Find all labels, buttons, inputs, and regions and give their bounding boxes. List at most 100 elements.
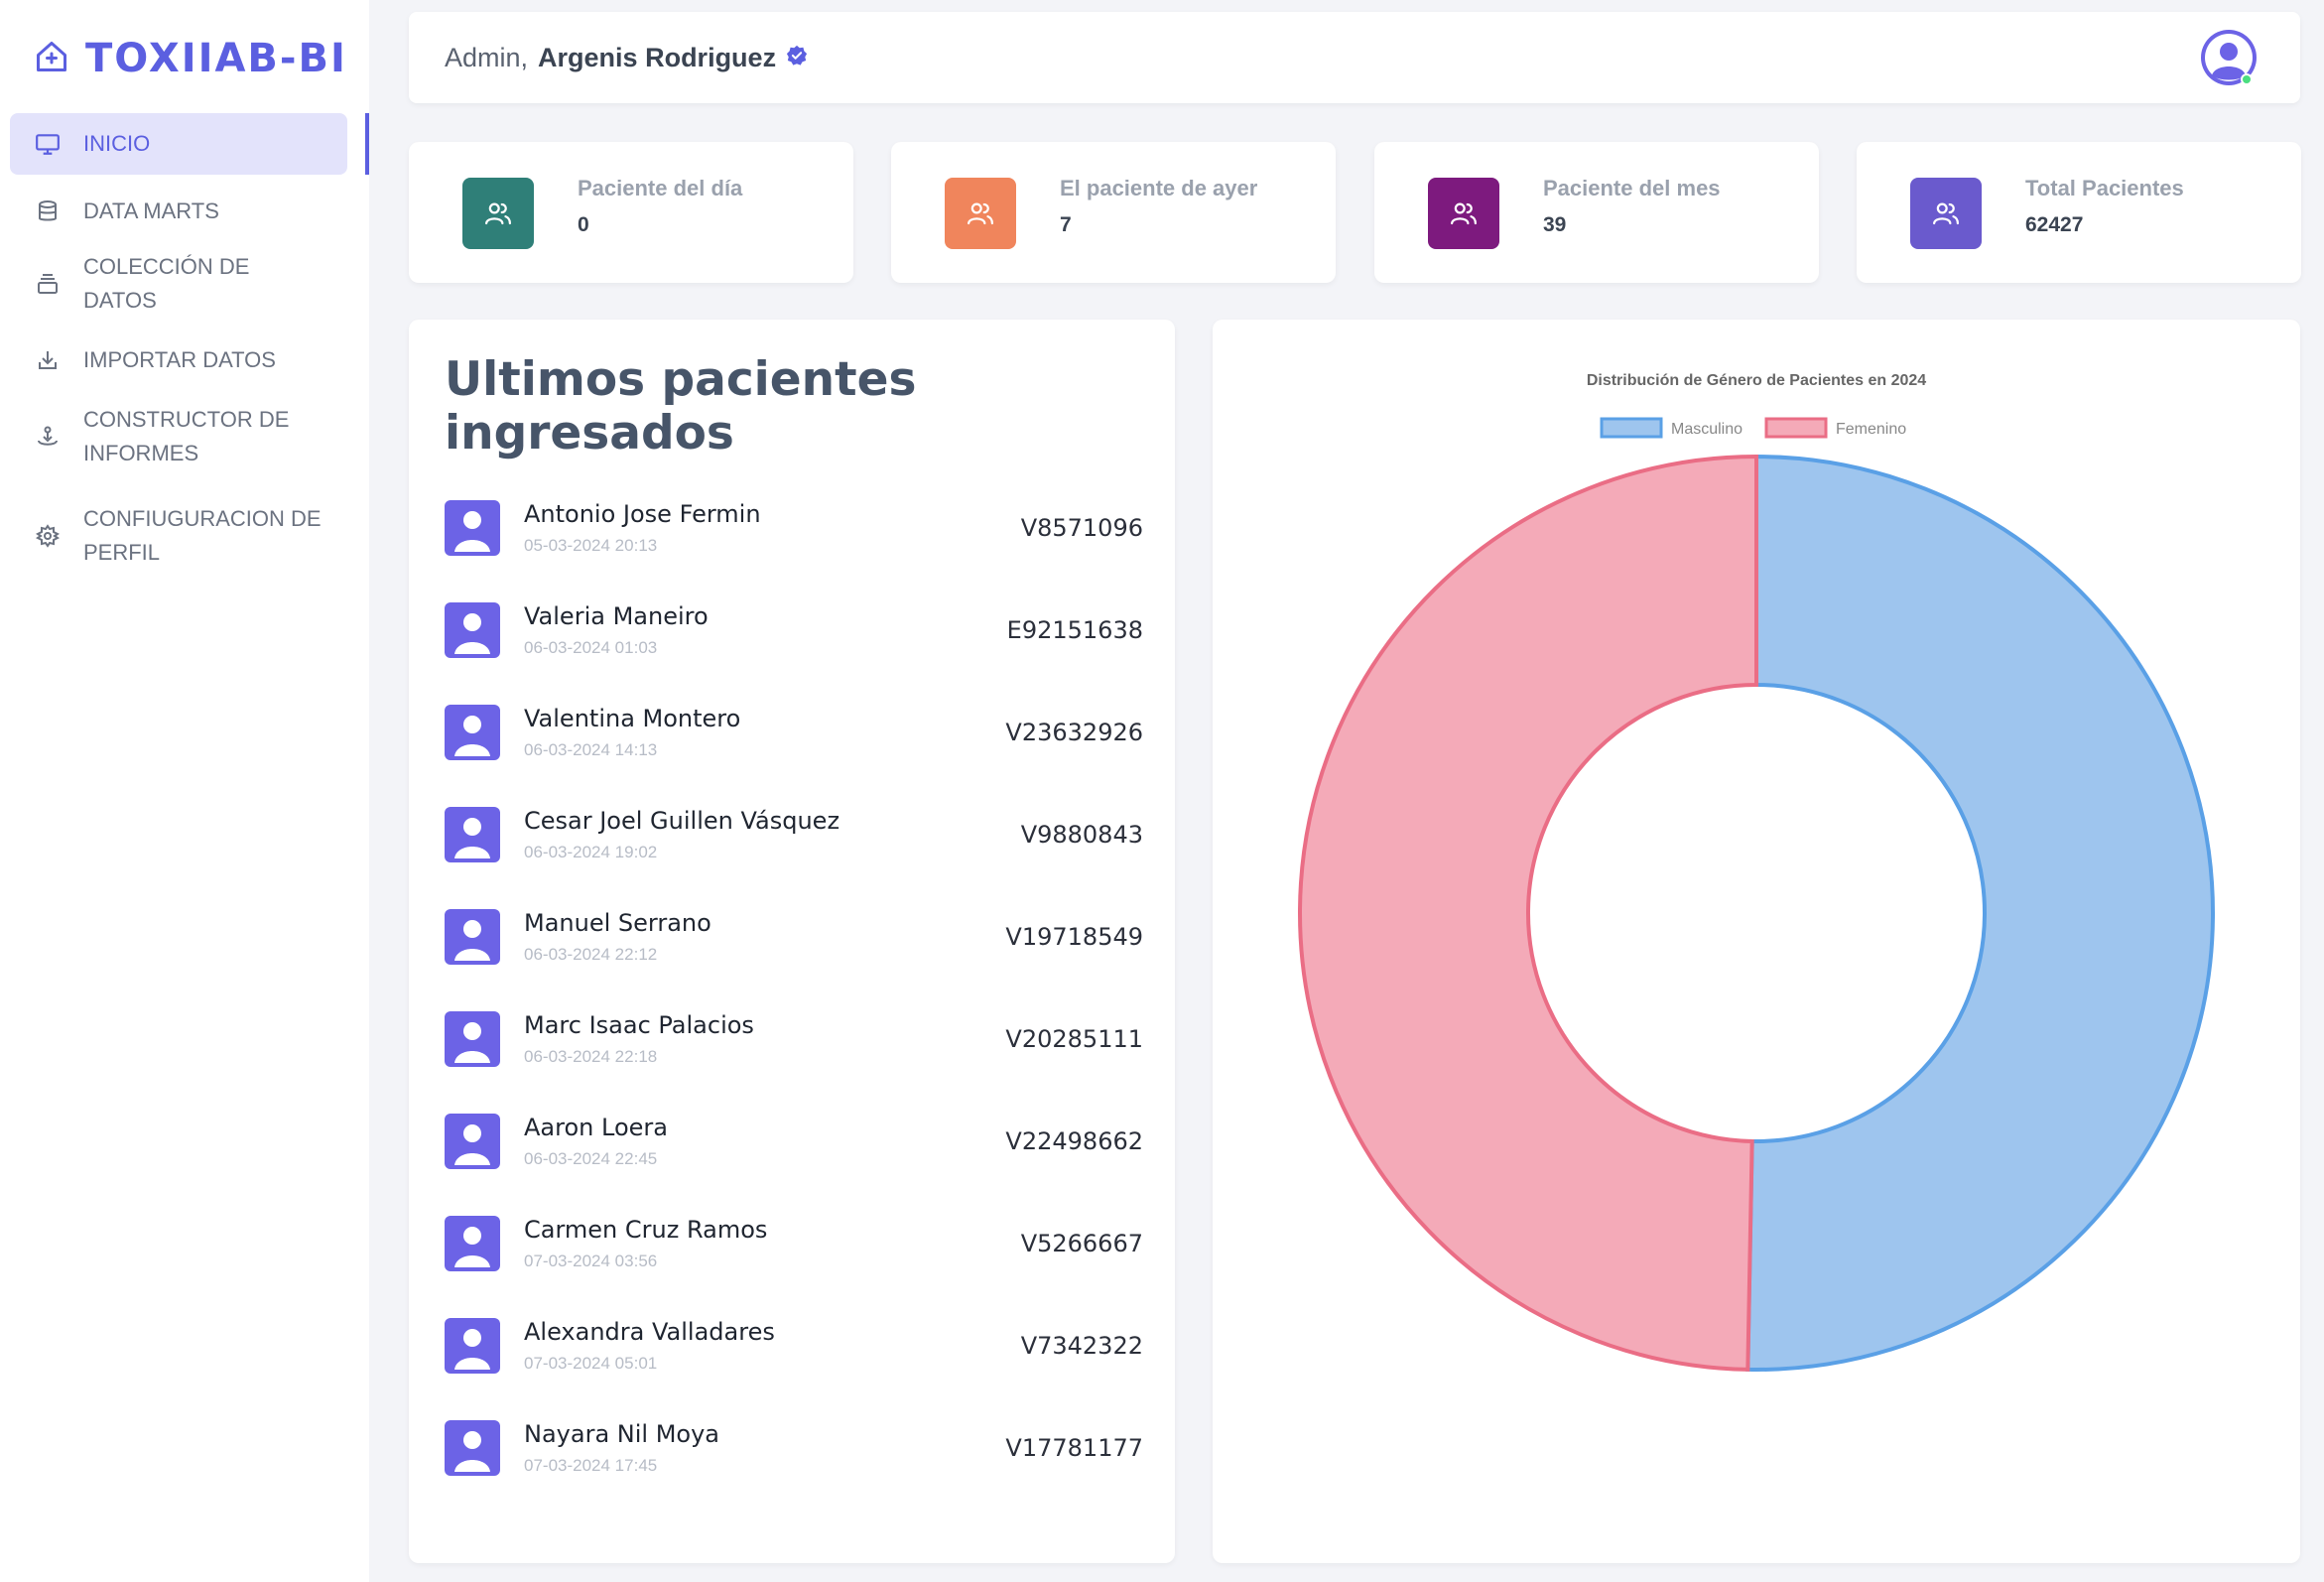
patient-avatar-icon xyxy=(445,909,500,965)
sidebar-item-inicio[interactable]: INICIO xyxy=(10,113,347,175)
sidebar-item-label: IMPORTAR DATOS xyxy=(83,347,276,372)
builder-icon xyxy=(34,423,62,451)
top-header: Admin, Argenis Rodriguez xyxy=(409,12,2300,103)
home-plus-icon xyxy=(34,39,69,79)
legend-label-femenino[interactable]: Femenino xyxy=(1836,421,1906,438)
sidebar-nav: INICIO DATA MARTS COLECCIÓN DE DATOS IMP… xyxy=(10,113,347,576)
stat-value: 0 xyxy=(578,213,589,236)
patient-date: 07-03-2024 05:01 xyxy=(524,1354,658,1373)
import-icon xyxy=(34,346,62,374)
patient-name: Aaron Loera xyxy=(524,1114,668,1141)
patient-name: Valentina Montero xyxy=(524,705,741,732)
patient-name: Valeria Maneiro xyxy=(524,602,709,630)
sidebar-item-label: COLECCIÓN DE DATOS xyxy=(83,254,250,313)
sidebar-item-constructor-informes[interactable]: CONSTRUCTOR DE INFORMES xyxy=(10,397,347,476)
patient-name: Nayara Nil Moya xyxy=(524,1420,719,1448)
stat-card-yesterday: El paciente de ayer 7 xyxy=(891,142,1336,283)
patient-name: Antonio Jose Fermin xyxy=(524,500,761,528)
gender-chart-panel: Distribución de Género de Pacientes en 2… xyxy=(1213,320,2300,1563)
stat-value: 39 xyxy=(1543,213,1567,236)
brand-name: TOXIIAB-BI xyxy=(85,36,347,81)
patient-id: V7342322 xyxy=(1020,1332,1143,1360)
patient-name: Marc Isaac Palacios xyxy=(524,1011,754,1039)
sidebar-item-importar-datos[interactable]: IMPORTAR DATOS xyxy=(10,330,347,391)
sidebar-item-coleccion-datos[interactable]: COLECCIÓN DE DATOS xyxy=(10,244,347,324)
patient-date: 06-03-2024 14:13 xyxy=(524,740,658,759)
legend-label-masculino[interactable]: Masculino xyxy=(1671,421,1743,438)
patient-avatar-icon xyxy=(445,1216,500,1271)
list-item[interactable]: Aaron Loera 06-03-2024 22:45 V22498662 xyxy=(445,1114,1143,1216)
sidebar-item-label: DATA MARTS xyxy=(83,198,219,223)
panel-title: Ultimos pacientes ingresados xyxy=(445,352,917,461)
stat-value: 7 xyxy=(1060,213,1072,236)
patient-id: V20285111 xyxy=(1005,1025,1143,1053)
stat-label: El paciente de ayer xyxy=(1060,176,1258,200)
patient-date: 06-03-2024 19:02 xyxy=(524,843,658,861)
legend-swatch-femenino[interactable] xyxy=(1764,417,1828,439)
user-avatar[interactable] xyxy=(2199,28,2259,87)
list-item[interactable]: Alexandra Valladares 07-03-2024 05:01 V734… xyxy=(445,1318,1143,1420)
patient-avatar-icon xyxy=(445,1114,500,1169)
doughnut-slice-masculino[interactable] xyxy=(1745,454,2215,1372)
patient-list: Antonio Jose Fermin 05-03-2024 20:13 V8571… xyxy=(445,500,1143,1522)
list-item[interactable]: Manuel Serrano 06-03-2024 22:12 V19718549 xyxy=(445,909,1143,1011)
sidebar-item-configuracion-perfil[interactable]: CONFIUGURACION DE PERFIL xyxy=(10,496,347,576)
users-icon xyxy=(1910,178,1982,249)
list-item[interactable]: Marc Isaac Palacios 06-03-2024 22:18 V2028… xyxy=(445,1011,1143,1114)
database-icon xyxy=(34,198,62,225)
patient-date: 06-03-2024 01:03 xyxy=(524,638,658,657)
patient-id: V5266667 xyxy=(1020,1230,1143,1257)
patient-id: V22498662 xyxy=(1005,1127,1143,1155)
list-item[interactable]: Carmen Cruz Ramos 07-03-2024 03:56 V526666… xyxy=(445,1216,1143,1318)
patient-avatar-icon xyxy=(445,807,500,862)
doughnut-slice-femenino[interactable] xyxy=(1297,454,1758,1372)
stat-card-total: Total Pacientes 62427 xyxy=(1857,142,2301,283)
list-item[interactable]: Valentina Montero 06-03-2024 14:13 V236329… xyxy=(445,705,1143,807)
patient-name: Carmen Cruz Ramos xyxy=(524,1216,768,1244)
legend-swatch-masculino[interactable] xyxy=(1600,417,1663,439)
patient-name: Cesar Joel Guillen Vásquez xyxy=(524,807,840,835)
patient-name: Manuel Serrano xyxy=(524,909,711,937)
gear-icon xyxy=(34,522,62,550)
sidebar: TOXIIAB-BI INICIO DATA MARTS COLECCIÓN D… xyxy=(0,0,369,1582)
sidebar-item-label: INICIO xyxy=(83,131,151,156)
stat-label: Paciente del mes xyxy=(1543,176,1721,200)
list-item[interactable]: Cesar Joel Guillen Vásquez 06-03-2024 19:… xyxy=(445,807,1143,909)
list-item[interactable]: Valeria Maneiro 06-03-2024 01:03 E92151638 xyxy=(445,602,1143,705)
patient-id: V8571096 xyxy=(1020,514,1143,542)
stat-label: Paciente del día xyxy=(578,176,743,200)
list-item[interactable]: Antonio Jose Fermin 05-03-2024 20:13 V8571… xyxy=(445,500,1143,602)
brand-logo[interactable]: TOXIIAB-BI xyxy=(34,34,347,83)
patient-id: V17781177 xyxy=(1005,1434,1143,1462)
active-indicator xyxy=(365,113,369,175)
patient-avatar-icon xyxy=(445,602,500,658)
greeting-prefix: Admin, xyxy=(445,42,529,72)
verified-badge-icon xyxy=(786,43,808,73)
patient-date: 07-03-2024 17:45 xyxy=(524,1456,658,1475)
patient-avatar-icon xyxy=(445,500,500,556)
users-icon xyxy=(1428,178,1499,249)
user-name: Argenis Rodriguez xyxy=(538,42,777,72)
stack-icon xyxy=(34,270,62,298)
users-icon xyxy=(945,178,1016,249)
patient-date: 06-03-2024 22:45 xyxy=(524,1149,658,1168)
patient-name: Alexandra Valladares xyxy=(524,1318,775,1346)
patient-id: E92151638 xyxy=(1006,616,1143,644)
patient-avatar-icon xyxy=(445,1318,500,1374)
greeting: Admin, Argenis Rodriguez xyxy=(445,12,808,103)
patient-avatar-icon xyxy=(445,705,500,760)
sidebar-item-data-marts[interactable]: DATA MARTS xyxy=(10,181,347,242)
list-item[interactable]: Nayara Nil Moya 07-03-2024 17:45 V17781177 xyxy=(445,1420,1143,1522)
users-icon xyxy=(462,178,534,249)
stat-label: Total Pacientes xyxy=(2025,176,2184,200)
doughnut-chart: Distribución de Género de Pacientes en 2… xyxy=(1297,372,2215,1372)
stat-card-month: Paciente del mes 39 xyxy=(1374,142,1819,283)
patient-id: V19718549 xyxy=(1005,923,1143,951)
patient-avatar-icon xyxy=(445,1420,500,1476)
recent-patients-panel: Ultimos pacientes ingresados Antonio Jos… xyxy=(409,320,1175,1563)
sidebar-item-label: CONSTRUCTOR DE INFORMES xyxy=(83,407,290,465)
patient-date: 06-03-2024 22:12 xyxy=(524,945,658,964)
patient-id: V9880843 xyxy=(1020,821,1143,849)
monitor-icon xyxy=(34,130,62,158)
patient-date: 06-03-2024 22:18 xyxy=(524,1047,658,1066)
